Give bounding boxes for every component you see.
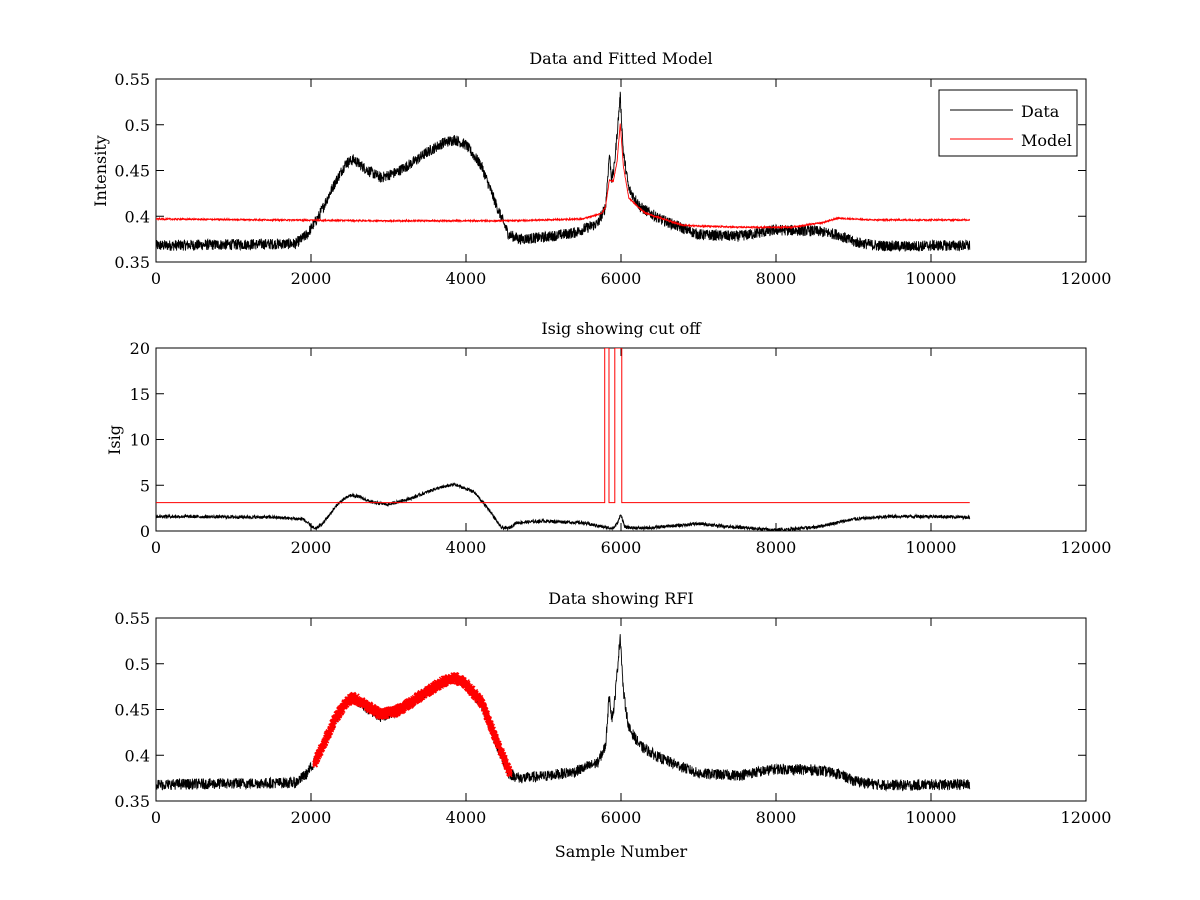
y-axis-label: Isig: [105, 425, 124, 455]
x-tick-label: 2000: [291, 808, 332, 827]
plot-area: 0 2000 4000 6000 8000 10000 12000 0.35 0.4 0.45 0.…: [114, 70, 1111, 288]
rfi-marker: [507, 768, 513, 774]
x-tick-label: 8000: [756, 808, 797, 827]
x-tick-label: 4000: [446, 808, 487, 827]
y-axis-label: Intensity: [91, 135, 110, 207]
x-tick-label: 12000: [1061, 269, 1112, 288]
x-tick-label: 10000: [906, 269, 957, 288]
x-tick-label: 2000: [291, 269, 332, 288]
panel-isig-showing-cut-off: Isig showing cut off Isig 0 2000 4000 6000 8…: [105, 319, 1111, 557]
x-tick-label: 12000: [1061, 808, 1112, 827]
x-axis-label: Sample Number: [555, 842, 688, 861]
series-line: [156, 482, 971, 531]
x-tick-label: 0: [151, 538, 161, 557]
rfi-marker: [340, 707, 346, 714]
x-tick-label: 4000: [446, 269, 487, 288]
rfi-marker: [499, 747, 505, 754]
y-tick-label: 0.35: [114, 253, 150, 272]
y-tick-label: 0.4: [125, 207, 150, 226]
x-tick-label: 8000: [756, 269, 797, 288]
x-tick-label: 4000: [446, 538, 487, 557]
series-line: [156, 348, 970, 504]
series-line: [156, 91, 971, 253]
chart-title: Isig showing cut off: [541, 319, 702, 338]
x-tick-label: 10000: [906, 538, 957, 557]
y-tick-label: 0.45: [114, 701, 150, 720]
x-tick-label: 6000: [601, 269, 642, 288]
axes-frame: [155, 347, 1087, 532]
y-tick-label: 0.5: [125, 655, 150, 674]
y-tick-label: 15: [130, 385, 150, 404]
x-tick-label: 6000: [601, 538, 642, 557]
y-tick-label: 20: [130, 339, 150, 358]
legend-label-data: Data: [1021, 102, 1060, 121]
plot-area: 0 2000 4000 6000 8000 10000 12000 0.35 0.4 0.45 0.…: [114, 609, 1111, 827]
panel-data-and-fitted-model: Data and Fitted Model Intensity 0 2000 400…: [91, 49, 1111, 288]
rfi-marker: [484, 710, 491, 717]
x-tick-label: 8000: [756, 538, 797, 557]
plot-area: 0 2000 4000 6000 8000 10000 12000 0 5 10 15 20: [130, 339, 1112, 557]
y-tick-label: 0.55: [114, 70, 150, 89]
series-rfi: [312, 671, 513, 778]
x-tick-label: 6000: [601, 808, 642, 827]
series-line: [156, 123, 971, 230]
chart-title: Data showing RFI: [548, 589, 693, 608]
x-tick-label: 0: [151, 808, 161, 827]
x-tick-label: 0: [151, 269, 161, 288]
legend-label-model: Model: [1021, 131, 1072, 150]
y-tick-label: 0.35: [114, 792, 150, 811]
panel-data-showing-rfi: Data showing RFI Sample Number 0 2000 4000…: [114, 589, 1111, 861]
series-model: [156, 123, 971, 230]
series-data: [156, 634, 971, 792]
y-tick-label: 0: [140, 522, 150, 541]
legend-box: [938, 89, 1078, 157]
chart-title: Data and Fitted Model: [529, 49, 712, 68]
y-tick-label: 10: [130, 431, 150, 450]
y-tick-label: 0.5: [125, 116, 150, 135]
y-tick-label: 0.4: [125, 746, 150, 765]
series-isig: [156, 482, 971, 531]
rfi-marker: [500, 751, 507, 758]
x-tick-label: 12000: [1061, 538, 1112, 557]
series-data: [156, 91, 971, 253]
y-tick-label: 0.55: [114, 609, 150, 628]
series-line: [156, 634, 971, 792]
y-tick-label: 5: [140, 476, 150, 495]
y-tick-label: 0.45: [114, 162, 150, 181]
x-tick-label: 2000: [291, 538, 332, 557]
legend: Data Model: [938, 89, 1078, 157]
series-cut-off: [156, 348, 970, 504]
x-tick-label: 10000: [906, 808, 957, 827]
